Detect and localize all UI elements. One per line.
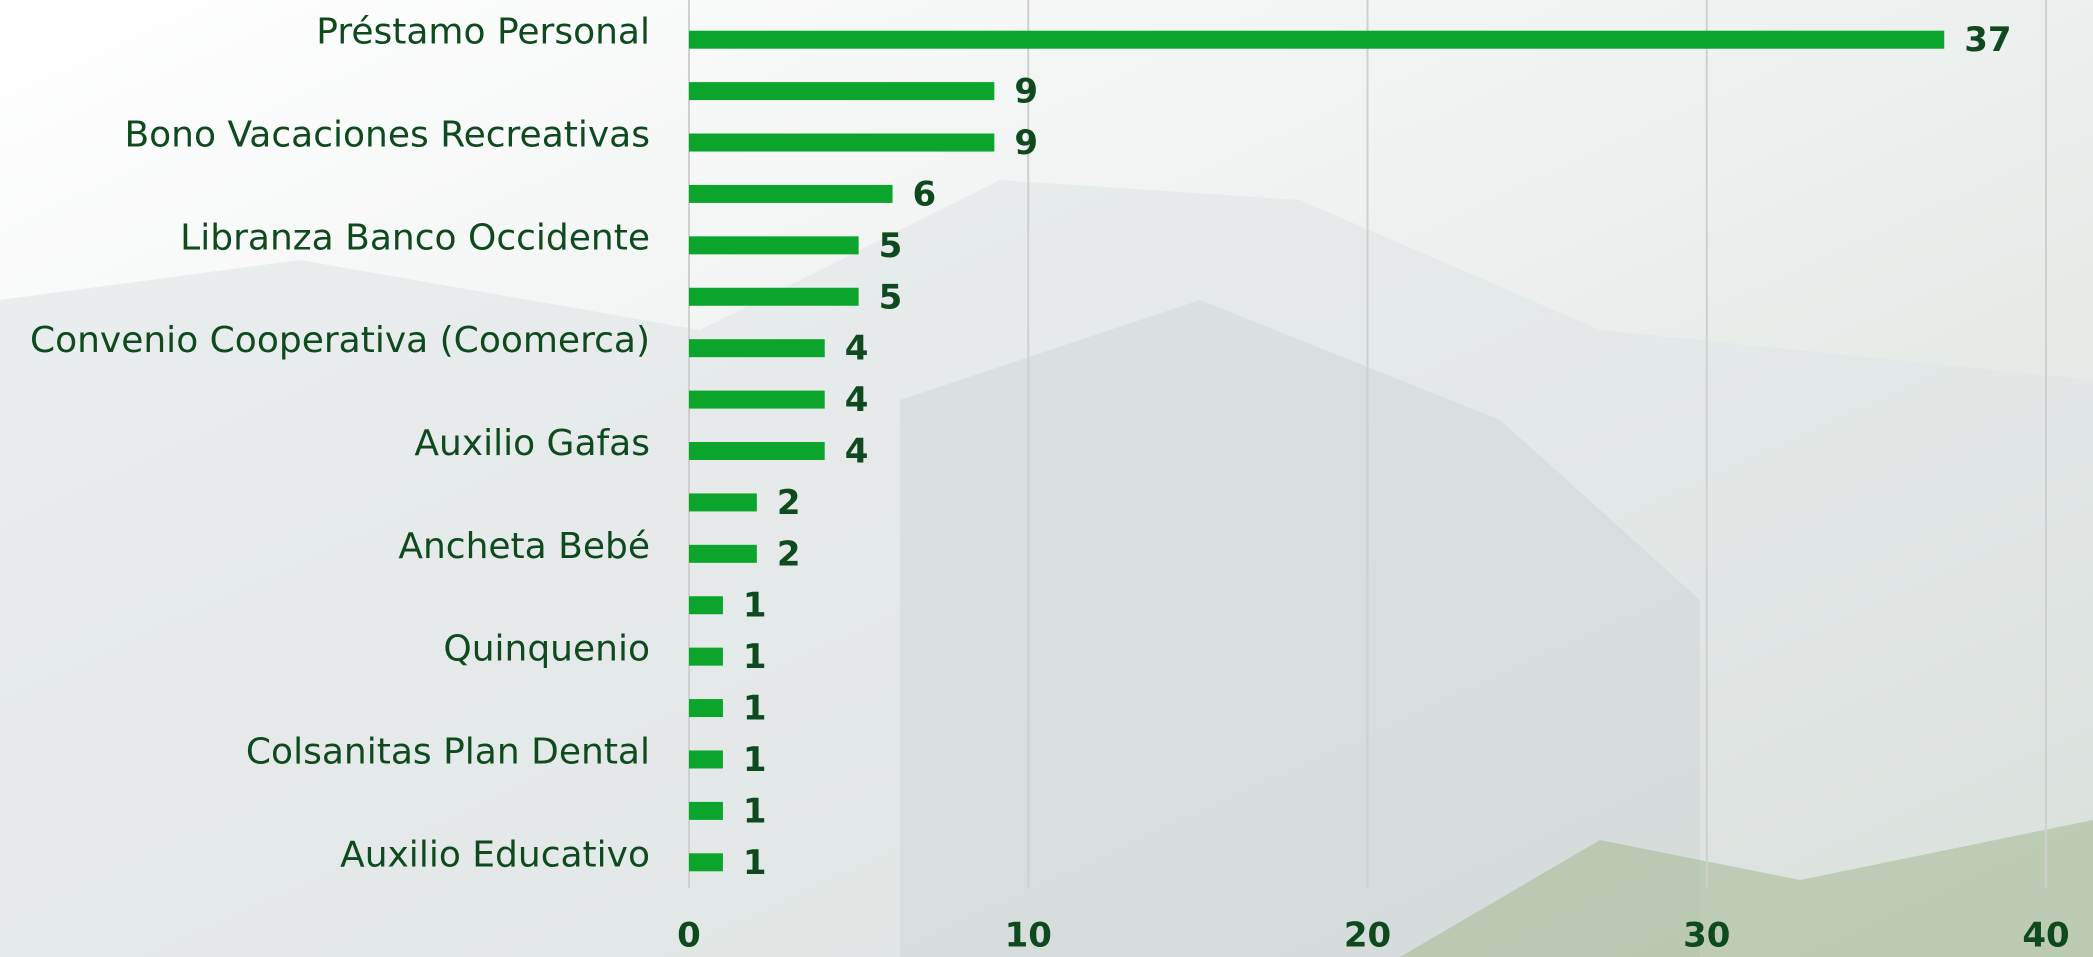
bar: [689, 390, 825, 409]
value-label: 6: [913, 174, 937, 214]
mountain-shape: [900, 300, 1700, 957]
value-label: 1: [743, 637, 767, 677]
bar: [689, 699, 723, 718]
bar: [689, 82, 995, 101]
bar: [689, 801, 723, 820]
mountain-shape: [0, 180, 2093, 957]
y-tick-label: Auxilio Gafas: [414, 423, 650, 464]
y-tick-label: Quinquenio: [443, 629, 650, 670]
bar: [689, 184, 893, 203]
bar: [689, 442, 825, 460]
value-label: 1: [743, 740, 767, 780]
x-tick-label: 20: [1344, 916, 1391, 956]
value-label: 9: [1014, 72, 1038, 112]
x-tick-label: 10: [1005, 916, 1052, 956]
value-label: 37: [1964, 20, 2011, 60]
bar: [689, 544, 757, 563]
bar: [689, 596, 723, 615]
y-tick-label: Bono Vacaciones Recreativas: [124, 115, 650, 156]
bar: [689, 236, 859, 255]
trees: [1400, 820, 2093, 957]
bar: [689, 750, 723, 769]
value-label: 9: [1014, 123, 1038, 163]
bar: [689, 493, 757, 512]
y-tick-label: Libranza Banco Occidente: [180, 217, 650, 258]
value-label: 4: [845, 432, 869, 472]
value-label: 1: [743, 843, 767, 883]
x-tick-label: 40: [2022, 916, 2069, 956]
value-label: 4: [845, 380, 869, 420]
value-label: 4: [845, 329, 869, 369]
y-tick-label: Colsanitas Plan Dental: [246, 731, 650, 772]
bar: [689, 287, 859, 306]
value-label: 2: [777, 483, 801, 523]
value-label: 1: [743, 586, 767, 626]
y-tick-label: Ancheta Bebé: [398, 526, 650, 567]
bar: [689, 647, 723, 666]
bar: [689, 339, 825, 358]
y-tick-label: Convenio Cooperativa (Coomerca): [30, 320, 650, 361]
bar: [689, 133, 995, 152]
y-tick-label: Auxilio Educativo: [340, 834, 650, 875]
value-label: 1: [743, 791, 767, 831]
x-tick-label: 0: [677, 916, 701, 956]
value-label: 2: [777, 534, 801, 574]
bar: [689, 853, 723, 872]
bar: [689, 30, 1945, 49]
x-tick-label: 30: [1683, 916, 1730, 956]
value-label: 5: [879, 226, 903, 266]
value-label: 1: [743, 689, 767, 729]
value-label: 5: [879, 277, 903, 317]
y-tick-label: Préstamo Personal: [316, 12, 650, 53]
